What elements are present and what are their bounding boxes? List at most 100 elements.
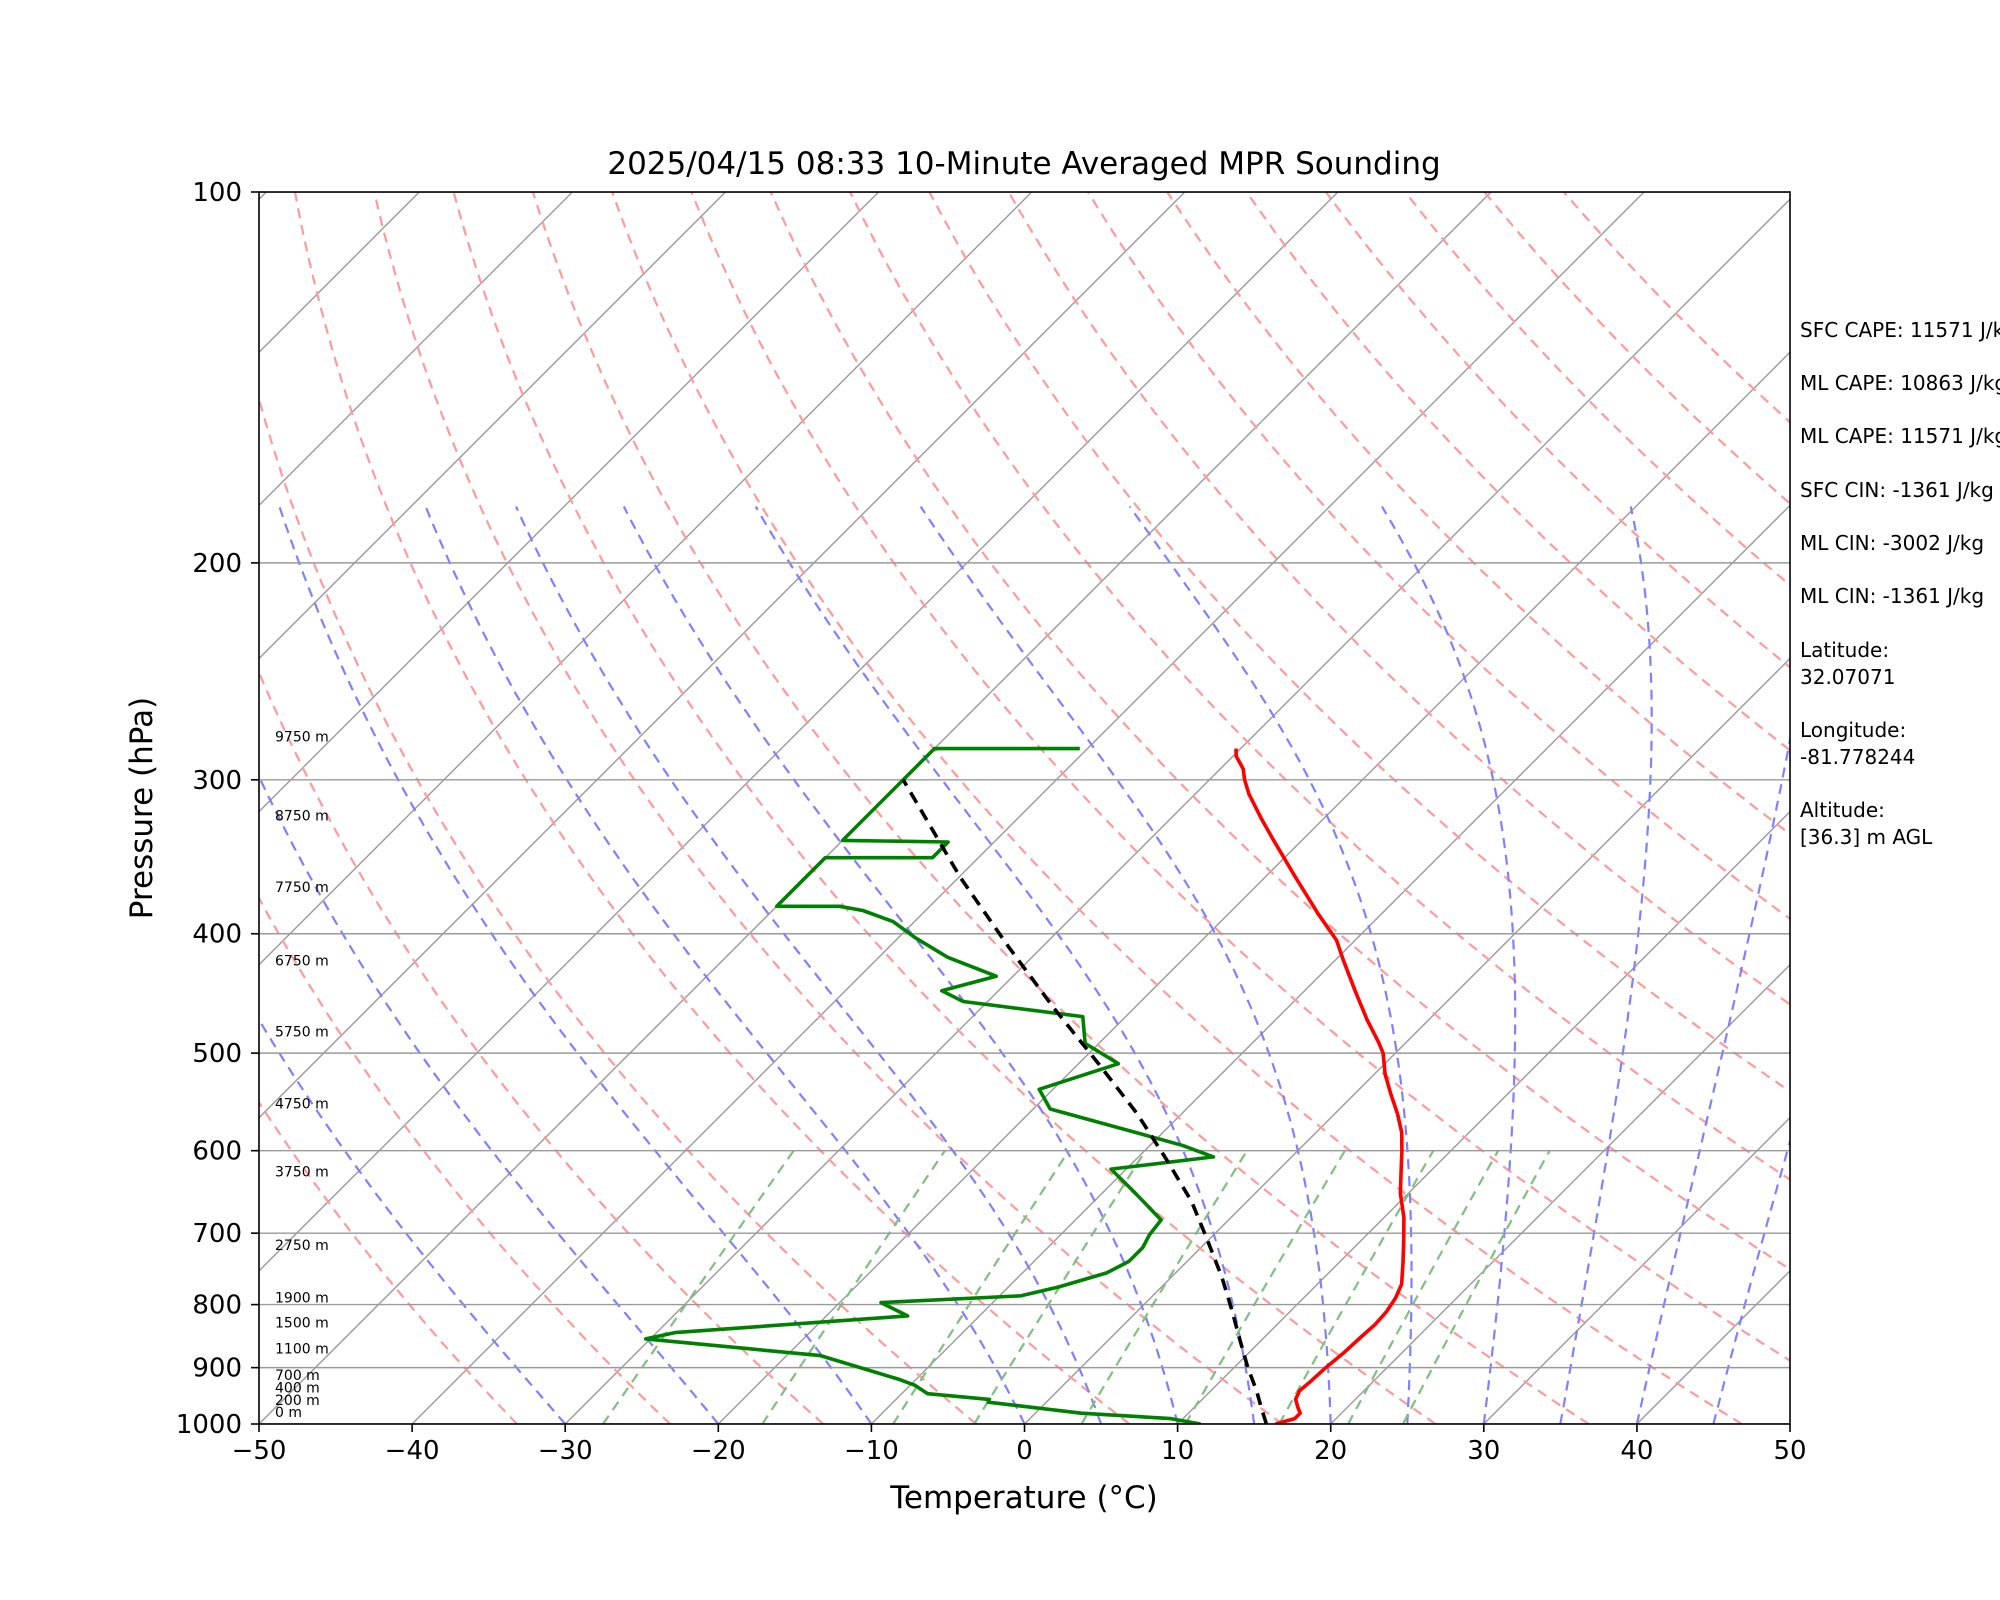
height-label: 400 m — [275, 1380, 320, 1396]
isotherm-lines — [0, 192, 1790, 1424]
dry-adiabat-line — [531, 192, 1590, 1424]
dry-adiabat-line — [259, 669, 824, 1424]
dry-adiabat-line — [1245, 192, 1790, 752]
x-tick-label: −50 — [232, 1436, 287, 1466]
moist-adiabat-lines — [259, 505, 1790, 1424]
isotherm-line — [1483, 1116, 1790, 1424]
y-tick-label: 500 — [192, 1039, 242, 1069]
y-tick-label: 900 — [192, 1354, 242, 1384]
moist-adiabat-line — [514, 506, 1103, 1424]
isotherm-line — [870, 504, 1790, 1424]
parcel-profile-line — [901, 778, 1269, 1424]
x-tick-label: 0 — [1016, 1436, 1033, 1466]
height-label: 1900 m — [275, 1290, 329, 1306]
info-sfc-cape: SFC CAPE: 11571 J/kg — [1800, 318, 2000, 342]
info-ml-cin: ML CIN: -3002 J/kg — [1800, 531, 1984, 555]
dewpoint-line — [643, 746, 1216, 1424]
x-axis-ticks: −50 −40 −30 −20 −10 0 10 20 30 40 50 — [232, 1424, 1807, 1466]
moist-adiabat-line — [1559, 506, 1653, 1424]
isotherm-line — [1330, 963, 1790, 1424]
moist-adiabat-line — [259, 1017, 567, 1424]
dry-adiabat-line — [259, 394, 978, 1424]
dry-adiabat-line — [373, 192, 1284, 1424]
dry-adiabat-line — [849, 192, 1790, 1181]
sounding-series — [643, 746, 1406, 1424]
moist-adiabat-line — [1380, 505, 1517, 1424]
isotherm-line — [411, 192, 1645, 1424]
y-tick-label: 400 — [192, 920, 242, 950]
dry-adiabat-line — [1562, 192, 1790, 424]
dry-adiabat-lines — [259, 192, 1790, 1424]
isotherm-line — [564, 198, 1790, 1424]
isotherm-line — [259, 192, 1186, 1119]
latitude-label: Latitude: — [1800, 638, 1889, 662]
dry-adiabat-line — [928, 192, 1790, 1093]
y-tick-label: 100 — [192, 178, 242, 208]
info-ml-cape: ML CAPE: 10863 J/kg — [1800, 371, 2000, 395]
height-label: 9750 m — [275, 730, 329, 746]
x-tick-label: 20 — [1314, 1436, 1347, 1466]
chart-title: 2025/04/15 08:33 10-Minute Averaged MPR … — [607, 146, 1440, 182]
y-tick-label: 600 — [192, 1137, 242, 1167]
moist-adiabat-line — [424, 506, 1026, 1424]
height-label: 2750 m — [275, 1238, 329, 1254]
x-axis-label: Temperature (°C) — [889, 1480, 1158, 1516]
y-tick-label: 200 — [192, 549, 242, 579]
mixing-ratio-line — [1080, 1150, 1248, 1424]
x-tick-label: 40 — [1620, 1436, 1653, 1466]
y-tick-label: 1000 — [176, 1410, 242, 1440]
x-tick-label: 50 — [1773, 1436, 1806, 1466]
height-label: 700 m — [275, 1368, 320, 1384]
isotherm-line — [259, 192, 1033, 966]
height-label: 0 m — [275, 1405, 302, 1421]
y-tick-label: 800 — [192, 1291, 242, 1321]
isotherm-line — [259, 192, 726, 660]
x-tick-label: −40 — [385, 1436, 440, 1466]
plot-frame — [258, 191, 1791, 1425]
height-label: 4750 m — [275, 1097, 329, 1113]
dry-adiabat-line — [1087, 192, 1790, 921]
isotherm-line — [1024, 657, 1790, 1424]
moist-adiabat-line — [622, 506, 1179, 1424]
height-label: 3750 m — [275, 1165, 329, 1181]
height-label: 1100 m — [275, 1341, 329, 1357]
height-label: 200 m — [275, 1393, 320, 1409]
height-label: 7750 m — [275, 880, 329, 896]
latitude-value: 32.07071 — [1800, 665, 1895, 689]
moist-adiabat-line — [1128, 505, 1413, 1424]
dry-adiabat-line — [452, 192, 1437, 1424]
isotherm-line — [259, 192, 1339, 1272]
mixing-ratio-line — [1184, 1150, 1346, 1424]
y-tick-label: 300 — [192, 766, 242, 796]
mixing-ratio-line — [761, 1150, 946, 1424]
x-tick-label: 30 — [1467, 1436, 1500, 1466]
height-label: 1500 m — [275, 1316, 329, 1332]
moist-adiabat-line — [754, 505, 1256, 1424]
dry-adiabat-line — [690, 192, 1790, 1362]
dry-adiabat-line — [1007, 192, 1790, 1006]
mixing-ratio-line — [602, 1150, 795, 1424]
info-sfc-cin: SFC CIN: -1361 J/kg — [1800, 478, 1994, 502]
moist-adiabat-line — [1635, 734, 1790, 1424]
moist-adiabat-line — [278, 506, 873, 1424]
dry-adiabat-line — [293, 192, 1131, 1424]
y-axis-ticks: 1000 900 800 700 600 500 400 300 200 100 — [176, 178, 259, 1440]
height-label: 5750 m — [275, 1024, 329, 1040]
x-tick-label: −10 — [844, 1436, 899, 1466]
isotherm-line — [0, 192, 113, 1424]
dry-adiabat-line — [769, 192, 1790, 1271]
y-axis-label: Pressure (hPa) — [124, 697, 160, 919]
dry-adiabat-line — [611, 192, 1743, 1424]
mixing-ratio-line — [1278, 1150, 1435, 1424]
dry-adiabat-line — [259, 895, 671, 1424]
dry-adiabat-line — [1166, 192, 1790, 836]
x-tick-label: −20 — [691, 1436, 746, 1466]
longitude-value: -81.778244 — [1800, 745, 1915, 769]
moist-adiabat-line — [259, 773, 720, 1424]
isotherm-line — [259, 192, 880, 813]
isotherm-line — [717, 351, 1790, 1424]
info-ml-cape-2: ML CAPE: 11571 J/kg — [1800, 424, 2000, 448]
temperature-line — [1234, 748, 1406, 1424]
